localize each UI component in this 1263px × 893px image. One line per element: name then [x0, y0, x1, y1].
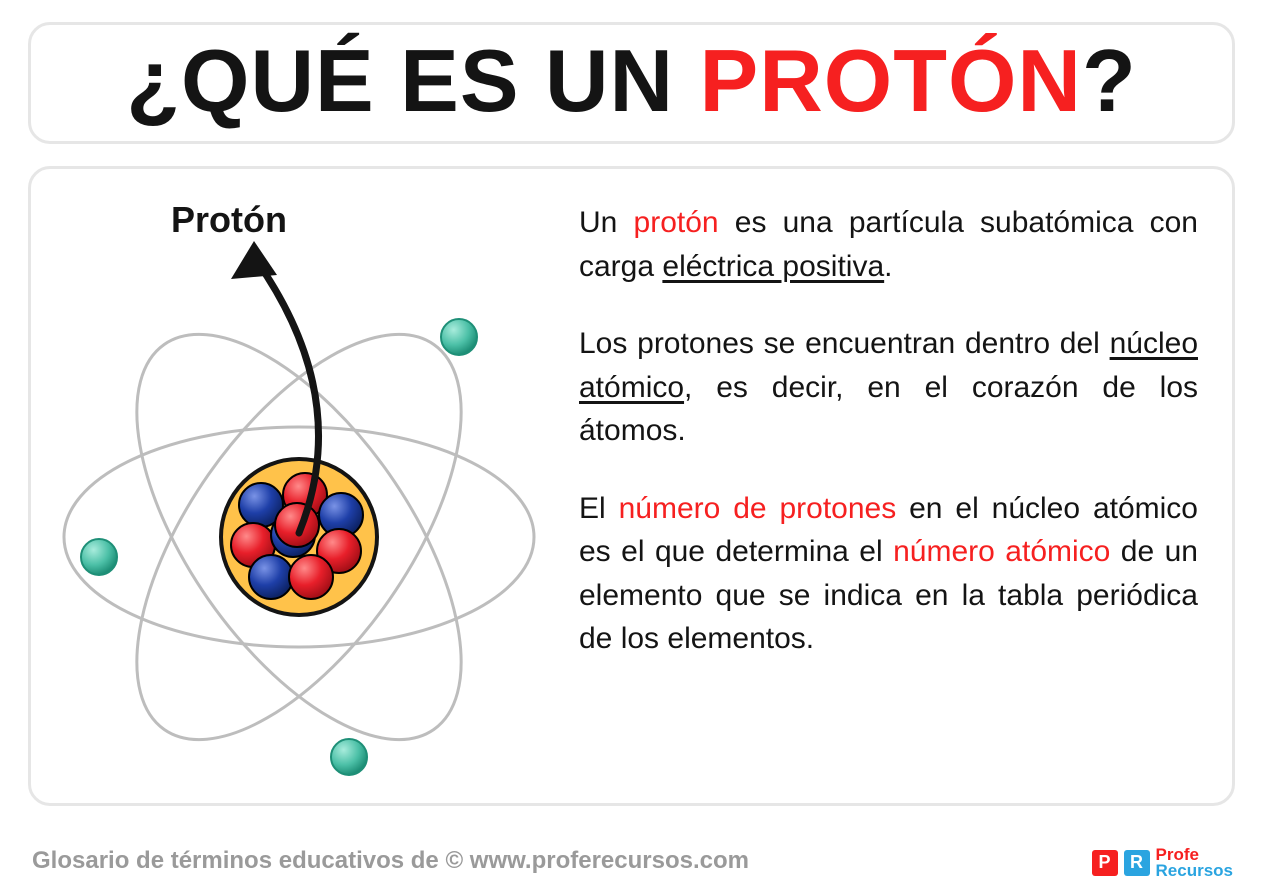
hl-proton-count: número de protones: [619, 492, 897, 525]
paragraph-3: El número de protones en el núcleo atómi…: [579, 487, 1198, 661]
content-panel: Protón: [28, 166, 1235, 806]
logo-text: Profe Recursos: [1156, 847, 1233, 879]
hl-atomic-number: número atómico: [893, 535, 1110, 568]
title-highlight: PROTÓN: [700, 31, 1082, 130]
brand-logo: P R Profe Recursos: [1092, 847, 1233, 879]
logo-p-icon: P: [1092, 850, 1118, 876]
hl-proton: protón: [634, 206, 719, 239]
atom-diagram: Protón: [49, 197, 569, 775]
title-prefix: ¿QUÉ ES UN: [126, 31, 699, 130]
logo-r-icon: R: [1124, 850, 1150, 876]
definition-text: Un protón es una partícula subatómica co…: [579, 197, 1198, 775]
paragraph-1: Un protón es una partícula subatómica co…: [579, 201, 1198, 288]
title-suffix: ?: [1082, 31, 1137, 130]
page-title: ¿QUÉ ES UN PROTÓN?: [31, 37, 1232, 125]
footer-credit: Glosario de términos educativos de © www…: [32, 847, 749, 875]
title-panel: ¿QUÉ ES UN PROTÓN?: [28, 22, 1235, 144]
paragraph-2: Los protones se encuentran dentro del nú…: [579, 322, 1198, 453]
hl-electric-positive: eléctrica positiva: [662, 250, 884, 283]
atom-svg: [39, 227, 579, 787]
